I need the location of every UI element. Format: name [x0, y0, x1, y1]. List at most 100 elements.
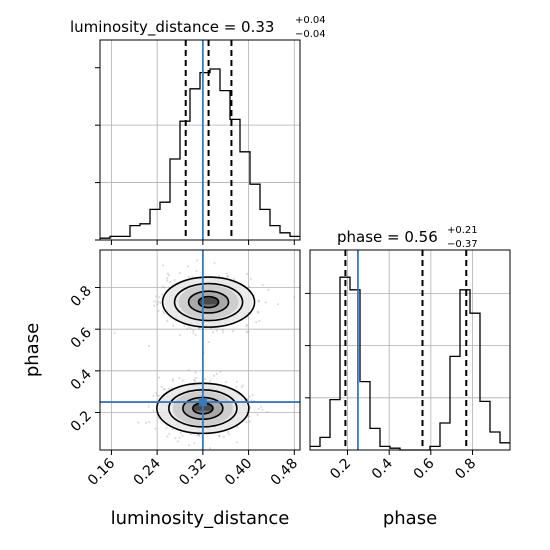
- tick-label-joint-y-1: 0.4: [68, 366, 95, 393]
- scatter-point: [157, 309, 160, 312]
- scatter-point: [218, 435, 221, 438]
- scatter-point: [222, 435, 225, 438]
- scatter-point: [232, 277, 236, 281]
- scatter-point: [156, 394, 159, 397]
- scatter-point: [179, 334, 182, 337]
- scatter-point: [181, 434, 184, 437]
- scatter-point: [256, 413, 259, 416]
- scatter-point: [276, 303, 280, 306]
- luminosity-distance-title-sup: +0.04: [295, 15, 326, 26]
- scatter-point: [159, 301, 162, 304]
- scatter-point: [227, 431, 230, 434]
- scatter-point: [258, 300, 261, 303]
- phase-title-sup: +0.21: [447, 225, 478, 236]
- scatter-point: [256, 310, 259, 313]
- scatter-point: [266, 410, 269, 414]
- scatter-point: [241, 384, 244, 387]
- scatter-point: [207, 341, 210, 344]
- scatter-point: [249, 277, 253, 280]
- scatter-point: [257, 407, 260, 410]
- luminosity-distance-title: luminosity_distance = 0.33: [70, 18, 274, 37]
- scatter-point: [166, 435, 169, 438]
- scatter-point: [225, 272, 229, 275]
- scatter-point: [246, 325, 249, 328]
- scatter-point: [169, 280, 172, 284]
- scatter-point: [173, 279, 176, 282]
- scatter-point: [189, 327, 192, 330]
- scatter-point: [247, 286, 251, 289]
- scatter-point: [245, 330, 248, 334]
- scatter-point: [187, 369, 190, 372]
- scatter-point: [167, 387, 171, 390]
- scatter-point: [261, 408, 264, 412]
- scatter-point: [255, 321, 258, 324]
- scatter-point: [158, 296, 161, 299]
- scatter-point: [194, 334, 197, 337]
- scatter-point: [178, 436, 181, 439]
- scatter-point: [162, 388, 165, 391]
- contour-line-0-1: [173, 282, 244, 322]
- scatter-point: [193, 378, 196, 381]
- scatter-point: [148, 421, 151, 424]
- scatter-point: [245, 420, 248, 424]
- scatter-point: [192, 329, 195, 332]
- scatter-point: [209, 447, 212, 450]
- scatter-point: [248, 395, 251, 398]
- scatter-point: [172, 378, 175, 381]
- scatter-point: [154, 427, 157, 430]
- scatter-point: [236, 441, 239, 444]
- scatter-point: [147, 405, 150, 408]
- scatter-point: [226, 275, 229, 278]
- scatter-point: [195, 434, 198, 437]
- scatter-point: [197, 434, 201, 437]
- tick-label-joint-y-2: 0.6: [68, 325, 95, 352]
- scatter-point: [168, 432, 171, 435]
- scatter-point: [187, 444, 191, 447]
- tick-label-ld-1: 0.24: [131, 455, 164, 488]
- scatter-point: [221, 331, 225, 334]
- scatter-point: [163, 286, 166, 289]
- scatter-point: [195, 270, 198, 273]
- scatter-point: [162, 264, 165, 267]
- scatter-point: [172, 324, 175, 327]
- tick-label-phase-1: 0.4: [369, 455, 396, 482]
- scatter-point: [166, 279, 169, 282]
- tick-label-phase-3: 0.8: [452, 456, 479, 483]
- scatter-point: [195, 376, 198, 380]
- scatter-point: [215, 372, 219, 375]
- scatter-point: [264, 301, 267, 304]
- phase-title: phase = 0.56: [337, 228, 438, 246]
- scatter-point: [156, 303, 159, 306]
- scatter-point: [166, 277, 169, 280]
- scatter-point: [248, 420, 251, 423]
- scatter-point: [187, 325, 190, 328]
- tick-label-ld-3: 0.40: [222, 456, 255, 489]
- tick-label-ld-4: 0.48: [268, 456, 301, 489]
- scatter-point: [161, 285, 164, 288]
- scatter-point: [160, 293, 163, 296]
- density-core-0: [199, 298, 218, 305]
- scatter-point: [215, 329, 218, 332]
- scatter-point: [176, 440, 179, 443]
- scatter-point: [218, 275, 221, 278]
- scatter-point: [197, 433, 200, 436]
- scatter-point: [191, 275, 194, 278]
- scatter-point: [167, 274, 170, 277]
- scatter-point: [186, 265, 190, 268]
- scatter-point: [221, 329, 224, 332]
- phase-histogram: [310, 276, 510, 451]
- scatter-point: [209, 379, 212, 382]
- scatter-point: [153, 304, 156, 307]
- scatter-point: [248, 415, 251, 418]
- scatter-point: [247, 330, 250, 333]
- scatter-point: [170, 386, 173, 389]
- scatter-point: [231, 330, 235, 333]
- scatter-point: [147, 345, 151, 348]
- scatter-point: [236, 426, 239, 429]
- scatter-point: [178, 272, 181, 275]
- tick-label-phase-2: 0.6: [411, 455, 438, 482]
- scatter-point: [145, 421, 148, 424]
- luminosity-distance-histogram: [100, 68, 300, 239]
- panel-frame-1: [99, 249, 301, 451]
